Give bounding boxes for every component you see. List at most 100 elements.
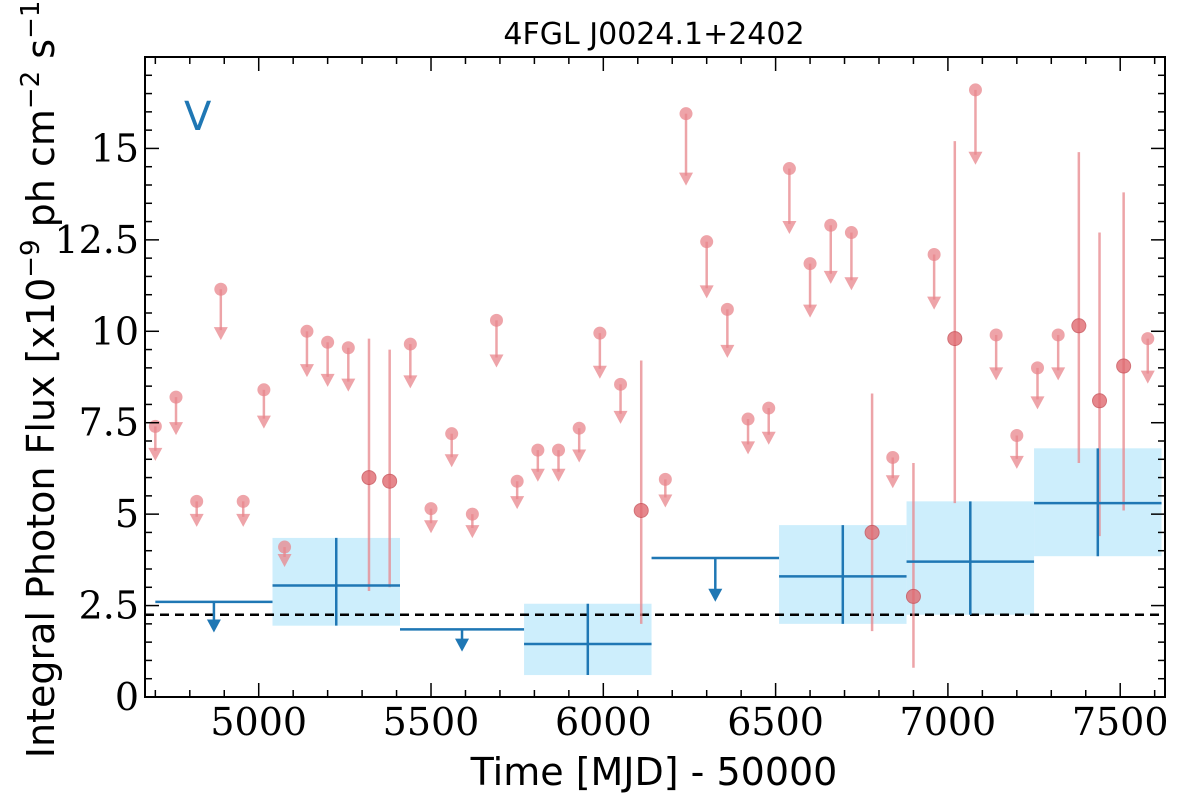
short-bin-upper-limit-point: [593, 326, 607, 340]
short-bin-upper-limit-arrow: [885, 475, 900, 489]
short-bin-upper-limit-point: [321, 335, 335, 349]
y-tick-label: 0: [115, 675, 139, 719]
short-bin-upper-limit-point: [1031, 361, 1044, 375]
short-bin-upper-limit-point: [1051, 328, 1065, 342]
short-bin-detection-point: [1116, 358, 1132, 374]
long-bin-upper-limit-arrow: [708, 588, 723, 602]
short-bin-upper-limit-point: [424, 502, 438, 516]
short-bin-upper-limit-point: [1141, 332, 1155, 346]
short-bin-upper-limit-point: [762, 401, 776, 415]
short-bin-upper-limit-arrow: [844, 277, 859, 291]
short-bin-detection-point: [382, 473, 398, 489]
short-bin-upper-limit-arrow: [551, 468, 566, 482]
short-bin-upper-limit-arrow: [169, 422, 184, 436]
short-bin-upper-limit-point: [300, 324, 314, 338]
y-tick-label: 12.5: [54, 218, 139, 262]
short-bin-upper-limit-point: [341, 341, 355, 355]
short-bin-upper-limit-point: [403, 337, 417, 351]
short-bin-upper-limit-point: [989, 328, 1003, 342]
axes: 5000 5500 6000 6500 7000 7500 0 2.5 5 7.5 10 12.5 15: [54, 56, 1169, 744]
short-bin-upper-limit-arrow: [530, 468, 545, 482]
short-bin-upper-limit-arrow: [1140, 370, 1155, 384]
short-bin-upper-limit-point: [190, 494, 204, 508]
plot-area: [145, 83, 1165, 676]
short-bin-upper-limit-arrow: [720, 344, 735, 358]
y-tick-label: 5: [115, 492, 139, 536]
short-bin-upper-limit-arrow: [299, 364, 314, 378]
y-axis-label-exp3: −1: [16, 1, 46, 39]
short-bin-upper-limit-arrow: [741, 441, 756, 455]
short-bin-upper-limit-point: [531, 443, 545, 457]
short-bin-detection-point: [905, 588, 921, 604]
short-bin-upper-limit-arrow: [1009, 455, 1024, 469]
short-bin-upper-limit-point: [927, 247, 941, 261]
short-bin-upper-limit-point: [572, 421, 586, 435]
short-bin-detection-point: [1071, 318, 1087, 334]
short-bin-upper-limit-arrow: [320, 373, 335, 387]
short-bin-upper-limit-arrow: [803, 304, 818, 318]
short-bin-upper-limit-point: [782, 162, 796, 176]
short-bin-upper-limit-arrow: [572, 449, 587, 463]
short-bin-upper-limit-point: [803, 257, 817, 271]
short-bin-detection-point: [633, 502, 649, 518]
x-tick-label: 6000: [555, 700, 652, 744]
short-bin-detection-point: [947, 331, 963, 347]
short-bin-upper-limit-arrow: [679, 172, 694, 186]
x-tick-label: 7500: [1072, 700, 1169, 744]
short-bin-upper-limit-arrow: [510, 496, 525, 510]
y-tick-label: 7.5: [79, 401, 139, 445]
annotation-label: V: [184, 94, 212, 140]
short-bin-upper-limit-arrow: [761, 431, 776, 445]
y-axis-label-mid2: s: [19, 39, 63, 71]
short-bin-upper-limit-point: [465, 507, 479, 521]
short-bin-upper-limit-arrow: [256, 415, 271, 429]
short-bin-upper-limit-arrow: [699, 285, 714, 299]
y-tick-label: 15: [91, 126, 139, 170]
short-bin-upper-limit-point: [510, 474, 524, 488]
short-bin-upper-limit-point: [489, 313, 503, 327]
y-tick-label: 10: [91, 309, 139, 353]
short-bin-upper-limit-arrow: [613, 410, 628, 424]
short-bin-upper-limit-point: [658, 472, 672, 486]
x-tick-label: 5000: [210, 700, 307, 744]
short-bin-upper-limit-point: [236, 494, 250, 508]
y-tick-label: 2.5: [79, 584, 139, 628]
short-bin-upper-limit-arrow: [1051, 367, 1066, 381]
plot-frame: [144, 56, 1166, 698]
short-bin-upper-limit-arrow: [1030, 396, 1045, 410]
y-axis-label-suffix: ]: [19, 0, 63, 1]
short-bin-upper-limit-point: [741, 412, 755, 426]
x-tick-label: 6500: [727, 700, 824, 744]
y-axis-label-exp1: −9: [16, 239, 46, 277]
y-axis-label-exp2: −2: [16, 71, 46, 109]
short-bin-upper-limit-arrow: [403, 375, 418, 389]
short-bin-upper-limit-arrow: [277, 554, 292, 568]
short-bin-upper-limit-arrow: [213, 327, 228, 341]
short-bin-upper-limit-arrow: [592, 365, 607, 379]
short-bin-upper-limit-arrow: [189, 513, 204, 527]
y-axis-label-mid: ph cm: [19, 109, 63, 239]
short-bin-upper-limit-point: [552, 443, 566, 457]
short-bin-upper-limit-point: [214, 282, 228, 296]
short-bin-upper-limit-point: [169, 390, 183, 404]
short-bin-detection-point: [864, 524, 880, 540]
short-bin-upper-limit-arrow: [444, 454, 459, 468]
short-bin-upper-limit-point: [148, 419, 162, 433]
short-bin-upper-limit-point: [700, 235, 714, 249]
short-bin-upper-limit-point: [886, 450, 900, 464]
short-bin-upper-limit-point: [968, 83, 982, 97]
short-bin-upper-limit-arrow: [236, 513, 251, 527]
y-axis-label-prefix: Integral Photon Flux [x10: [19, 278, 63, 759]
short-bin-upper-limit-arrow: [465, 525, 480, 539]
short-bin-upper-limit-arrow: [424, 520, 439, 534]
x-tick-label: 7000: [900, 700, 997, 744]
short-bin-upper-limit-arrow: [489, 354, 504, 368]
short-bin-upper-limit-point: [278, 540, 292, 554]
x-tick-label: 5500: [383, 700, 480, 744]
y-axis-label: Integral Photon Flux [x10−9 ph cm−2 s−1]: [16, 0, 63, 758]
short-bin-upper-limit-arrow: [341, 378, 356, 392]
chart-title: 4FGL J0024.1+2402: [503, 17, 804, 52]
short-bin-upper-limit-point: [257, 383, 271, 397]
short-bin-upper-limit-point: [614, 377, 628, 391]
